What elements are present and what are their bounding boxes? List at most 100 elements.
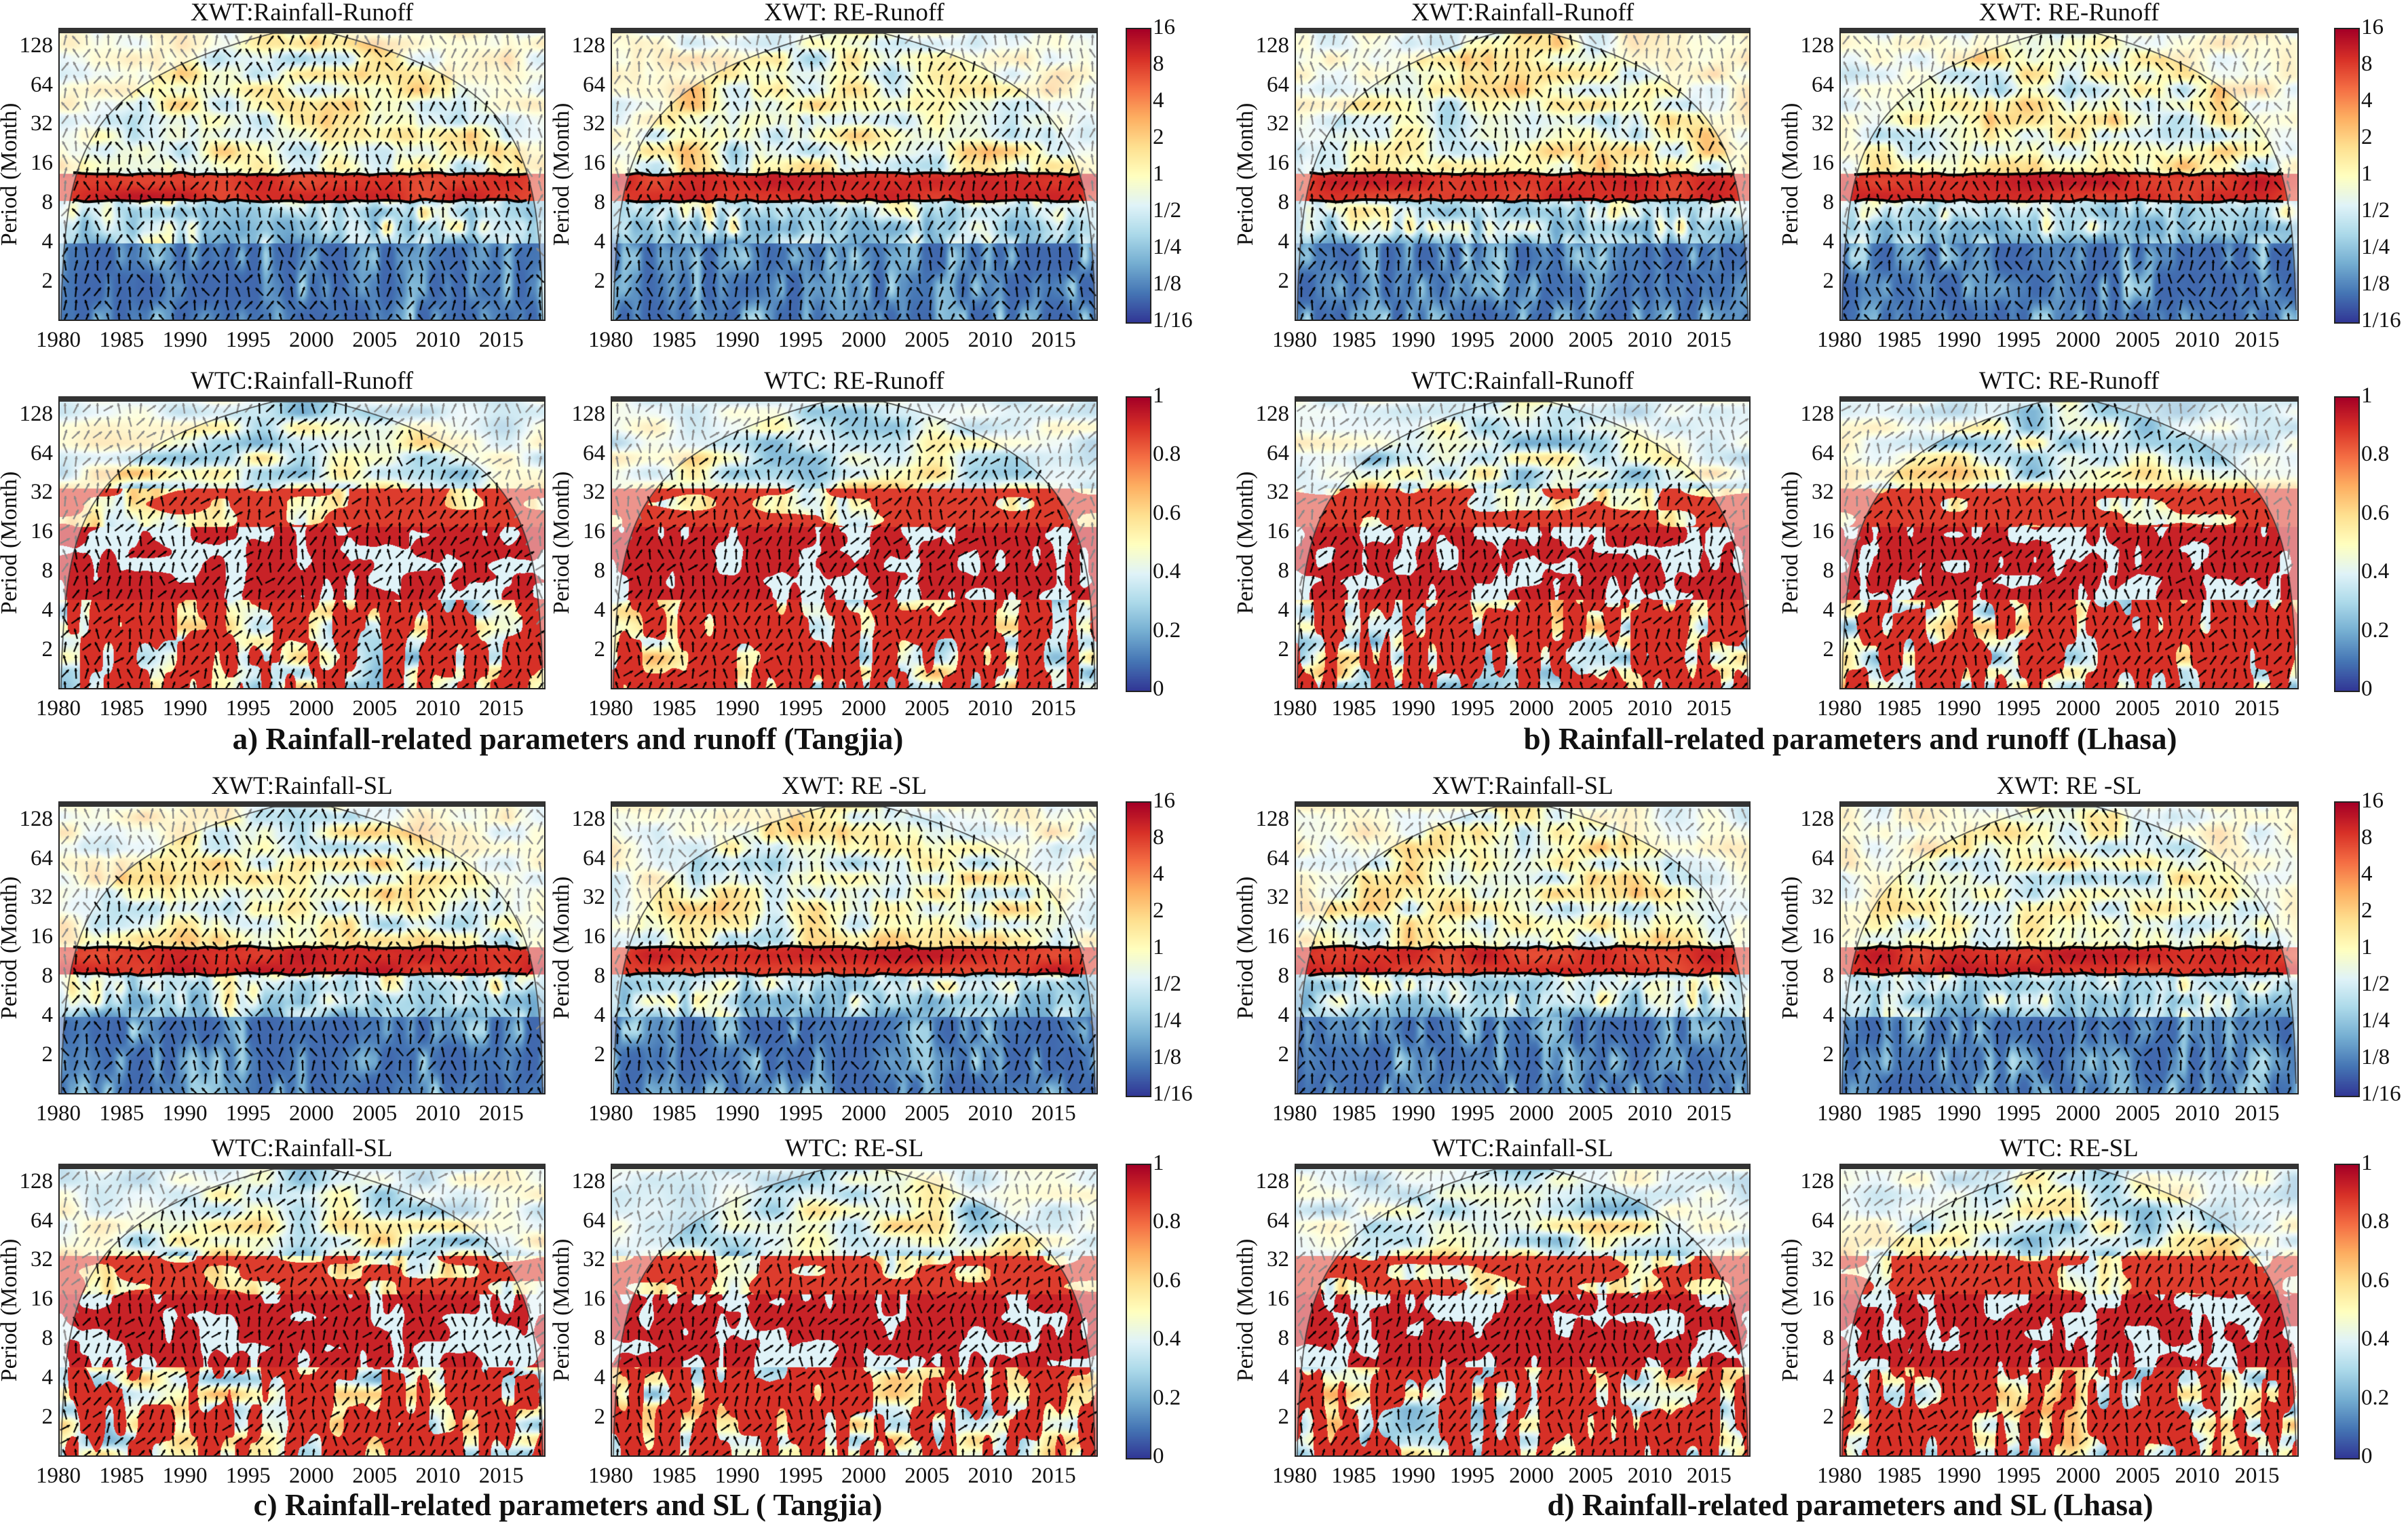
x-tick-label: 2005 bbox=[352, 696, 398, 721]
y-axis-label: Period (Month) bbox=[1778, 876, 1803, 1020]
x-tick-label: 2015 bbox=[478, 328, 524, 352]
colorbar-tick-label: 0.6 bbox=[2361, 1267, 2390, 1293]
x-tick-label: 2015 bbox=[1686, 1464, 1732, 1488]
x-tick-label: 1985 bbox=[99, 696, 145, 721]
x-tick-label: 1985 bbox=[1876, 328, 1922, 352]
colorbar-tick-label: 4 bbox=[2361, 862, 2373, 886]
colorbar-tick-label: 1/2 bbox=[2361, 198, 2390, 223]
colorbar-tick-label: 2 bbox=[2361, 898, 2373, 923]
wtc-heatmap bbox=[1295, 1164, 1751, 1457]
y-tick-label: 2 bbox=[1822, 269, 1835, 294]
x-tick-label: 2010 bbox=[2175, 1464, 2220, 1488]
y-axis-label: Period (Month) bbox=[549, 876, 574, 1020]
colorbar-tick-label: 1 bbox=[1153, 383, 1164, 408]
y-tick-label: 16 bbox=[583, 519, 605, 544]
colorbar-tick-label: 1/4 bbox=[2361, 235, 2390, 259]
y-tick-label: 64 bbox=[1812, 845, 1834, 871]
panel-title: WTC: RE-SL bbox=[2000, 1134, 2139, 1162]
x-tick-label: 1985 bbox=[99, 1464, 145, 1488]
wtc-colorbar bbox=[2334, 396, 2360, 692]
x-tick-label: 1980 bbox=[36, 1464, 81, 1488]
x-tick-label: 1985 bbox=[651, 328, 697, 352]
colorbar-tick-label: 1/4 bbox=[1153, 235, 1182, 259]
y-tick-label: 32 bbox=[583, 480, 605, 505]
y-tick-label: 2 bbox=[1278, 269, 1290, 294]
wtc-heatmap bbox=[58, 396, 546, 689]
colorbar-tick-label: 0.2 bbox=[1153, 617, 1181, 643]
x-tick-label: 1980 bbox=[1817, 696, 1862, 721]
x-tick-label: 1995 bbox=[1449, 696, 1495, 721]
y-tick-label: 128 bbox=[1800, 33, 1835, 58]
x-tick-label: 1980 bbox=[1817, 1464, 1862, 1488]
colorbar-tick-label: 1/8 bbox=[2361, 271, 2390, 296]
colorbar-tick-label: 16 bbox=[2361, 15, 2384, 39]
colorbar-tick-label: 4 bbox=[1153, 88, 1164, 113]
x-tick-label: 2010 bbox=[1627, 696, 1673, 721]
y-tick-label: 16 bbox=[1267, 519, 1289, 544]
x-tick-label: 2000 bbox=[841, 328, 886, 352]
y-tick-label: 128 bbox=[571, 1168, 606, 1194]
x-tick-label: 1995 bbox=[778, 696, 823, 721]
colorbar-tick-label: 8 bbox=[1153, 825, 1164, 850]
x-tick-label: 1985 bbox=[651, 1464, 697, 1488]
y-tick-label: 16 bbox=[31, 519, 53, 544]
x-tick-label: 2015 bbox=[1686, 1101, 1732, 1126]
wtc-heatmap bbox=[611, 396, 1098, 689]
colorbar-tick-label: 1 bbox=[2361, 161, 2373, 186]
x-tick-label: 2015 bbox=[1686, 328, 1732, 352]
x-tick-label: 2005 bbox=[904, 696, 950, 721]
wtc-colorbar bbox=[2334, 1164, 2360, 1460]
y-tick-label: 64 bbox=[1812, 440, 1834, 465]
y-tick-label: 128 bbox=[1255, 401, 1290, 426]
y-axis-label: Period (Month) bbox=[1233, 876, 1258, 1020]
y-axis-label: Period (Month) bbox=[0, 1238, 22, 1382]
x-tick-label: 1995 bbox=[225, 328, 271, 352]
y-tick-label: 64 bbox=[1812, 72, 1834, 97]
y-tick-label: 32 bbox=[583, 885, 605, 910]
y-tick-label: 16 bbox=[1812, 1286, 1834, 1312]
xwt-heatmap bbox=[611, 28, 1098, 321]
y-tick-label: 4 bbox=[1822, 1365, 1835, 1390]
y-tick-label: 16 bbox=[1812, 151, 1834, 176]
y-tick-label: 16 bbox=[1267, 924, 1289, 949]
y-tick-label: 128 bbox=[571, 806, 606, 831]
xwt-heatmap bbox=[1295, 28, 1751, 321]
x-tick-label: 2000 bbox=[288, 328, 334, 352]
colorbar-tick-label: 1/4 bbox=[2361, 1008, 2390, 1033]
colorbar-tick-label: 1/16 bbox=[2361, 1082, 2401, 1106]
y-tick-label: 64 bbox=[31, 845, 53, 871]
y-tick-label: 2 bbox=[41, 269, 54, 294]
y-tick-label: 64 bbox=[1267, 845, 1289, 871]
x-tick-label: 2015 bbox=[1686, 696, 1732, 721]
colorbar-tick-label: 0.4 bbox=[2361, 559, 2390, 584]
xwt-heatmap bbox=[1839, 28, 2299, 321]
x-tick-label: 2005 bbox=[1568, 696, 1613, 721]
panel-title: XWT: RE-Runoff bbox=[1979, 0, 2160, 26]
colorbar-tick-label: 8 bbox=[2361, 825, 2373, 850]
x-tick-label: 2015 bbox=[478, 1101, 524, 1126]
x-tick-label: 2000 bbox=[288, 696, 334, 721]
xwt-colorbar bbox=[1126, 28, 1151, 324]
x-tick-label: 1990 bbox=[714, 1464, 760, 1488]
wtc-heatmap bbox=[1295, 396, 1751, 689]
x-tick-label: 1990 bbox=[1390, 696, 1436, 721]
colorbar-tick-label: 1/16 bbox=[2361, 308, 2401, 332]
y-tick-label: 64 bbox=[31, 440, 53, 465]
y-tick-label: 2 bbox=[1822, 637, 1835, 662]
x-tick-label: 1995 bbox=[1995, 696, 2041, 721]
panel-title: XWT:Rainfall-SL bbox=[211, 772, 393, 800]
x-tick-label: 2010 bbox=[415, 328, 461, 352]
xwt-heatmap bbox=[58, 801, 546, 1094]
y-tick-label: 32 bbox=[1267, 480, 1289, 505]
colorbar-tick-label: 0.2 bbox=[1153, 1385, 1181, 1410]
y-tick-label: 4 bbox=[594, 229, 606, 254]
x-tick-label: 1985 bbox=[1876, 696, 1922, 721]
y-tick-label: 4 bbox=[41, 1365, 54, 1390]
y-tick-label: 4 bbox=[1822, 229, 1835, 254]
colorbar-tick-label: 1 bbox=[1153, 161, 1164, 186]
colorbar-tick-label: 2 bbox=[1153, 125, 1164, 149]
x-tick-label: 1990 bbox=[162, 696, 208, 721]
colorbar-tick-label: 0.2 bbox=[2361, 1385, 2390, 1410]
y-tick-label: 32 bbox=[1812, 111, 1834, 136]
x-tick-label: 1980 bbox=[1817, 328, 1862, 352]
